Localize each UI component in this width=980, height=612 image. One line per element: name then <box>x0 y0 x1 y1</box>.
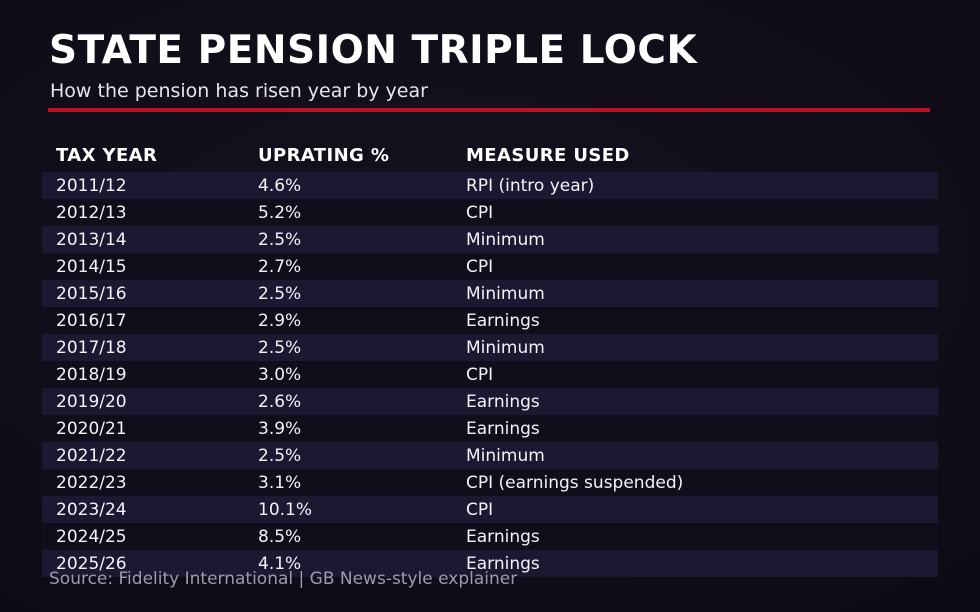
column-header-tax-year: TAX YEAR <box>56 144 158 166</box>
tax-year-cell: 2019/20 <box>56 391 127 412</box>
tax-year-cell: 2017/18 <box>56 337 127 358</box>
uprating-cell: 2.5% <box>258 229 302 250</box>
table-row: 2013/14 2.5% Minimum <box>42 226 938 253</box>
column-header-measure: MEASURE USED <box>466 144 630 166</box>
measure-cell: CPI <box>466 499 494 520</box>
table-row: 2019/20 2.6% Earnings <box>42 388 938 415</box>
table-row: 2021/22 2.5% Minimum <box>42 442 938 469</box>
measure-cell: CPI <box>466 256 494 277</box>
tax-year-cell: 2012/13 <box>56 202 127 223</box>
measure-cell: CPI <box>466 364 494 385</box>
uprating-cell: 4.1% <box>258 553 302 574</box>
uprating-cell: 2.5% <box>258 337 302 358</box>
table-row: 2016/17 2.9% Earnings <box>42 307 938 334</box>
measure-cell: RPI (intro year) <box>466 175 595 196</box>
table-row: 2017/18 2.5% Minimum <box>42 334 938 361</box>
tax-year-cell: 2014/15 <box>56 256 127 277</box>
uprating-cell: 3.9% <box>258 418 302 439</box>
measure-cell: CPI (earnings suspended) <box>466 472 684 493</box>
tax-year-cell: 2015/16 <box>56 283 127 304</box>
measure-cell: Minimum <box>466 337 545 358</box>
tax-year-cell: 2016/17 <box>56 310 127 331</box>
table-body: 2011/12 4.6% RPI (intro year) 2012/13 5.2% CP… <box>42 172 938 577</box>
uprating-cell: 2.6% <box>258 391 302 412</box>
tax-year-cell: 2023/24 <box>56 499 127 520</box>
tax-year-cell: 2020/21 <box>56 418 127 439</box>
measure-cell: Earnings <box>466 391 540 412</box>
measure-cell: Earnings <box>466 418 540 439</box>
table-row: 2015/16 2.5% Minimum <box>42 280 938 307</box>
measure-cell: Earnings <box>466 310 540 331</box>
uprating-cell: 3.1% <box>258 472 302 493</box>
table-row: 2014/15 2.7% CPI <box>42 253 938 280</box>
page-title: STATE PENSION TRIPLE LOCK <box>49 28 698 73</box>
uprating-cell: 2.5% <box>258 445 302 466</box>
measure-cell: Earnings <box>466 553 540 574</box>
tax-year-cell: 2013/14 <box>56 229 127 250</box>
uprating-cell: 4.6% <box>258 175 302 196</box>
tax-year-cell: 2024/25 <box>56 526 127 547</box>
measure-cell: Minimum <box>466 229 545 250</box>
uprating-cell: 5.2% <box>258 202 302 223</box>
tax-year-cell: 2025/26 <box>56 553 127 574</box>
table-row: 2023/24 10.1% CPI <box>42 496 938 523</box>
table-row: 2012/13 5.2% CPI <box>42 199 938 226</box>
tax-year-cell: 2011/12 <box>56 175 127 196</box>
table-row: 2011/12 4.6% RPI (intro year) <box>42 172 938 199</box>
column-header-uprating: UPRATING % <box>258 144 390 166</box>
table-row: 2018/19 3.0% CPI <box>42 361 938 388</box>
tax-year-cell: 2021/22 <box>56 445 127 466</box>
page-subtitle: How the pension has risen year by year <box>50 80 428 102</box>
measure-cell: Minimum <box>466 445 545 466</box>
uprating-cell: 2.9% <box>258 310 302 331</box>
pension-uprating-table: TAX YEAR UPRATING % MEASURE USED 2011/12… <box>42 138 938 577</box>
table-row: 2020/21 3.9% Earnings <box>42 415 938 442</box>
table-row: 2024/25 8.5% Earnings <box>42 523 938 550</box>
tax-year-cell: 2018/19 <box>56 364 127 385</box>
table-row: 2025/26 4.1% Earnings <box>42 550 938 577</box>
uprating-cell: 3.0% <box>258 364 302 385</box>
uprating-cell: 10.1% <box>258 499 313 520</box>
measure-cell: Minimum <box>466 283 545 304</box>
measure-cell: Earnings <box>466 526 540 547</box>
red-divider <box>48 108 930 112</box>
tax-year-cell: 2022/23 <box>56 472 127 493</box>
source-attribution: Source: Fidelity International | GB News… <box>49 569 518 589</box>
uprating-cell: 2.5% <box>258 283 302 304</box>
table-row: 2022/23 3.1% CPI (earnings suspended) <box>42 469 938 496</box>
uprating-cell: 2.7% <box>258 256 302 277</box>
table-header-row: TAX YEAR UPRATING % MEASURE USED <box>42 138 938 172</box>
measure-cell: CPI <box>466 202 494 223</box>
uprating-cell: 8.5% <box>258 526 302 547</box>
